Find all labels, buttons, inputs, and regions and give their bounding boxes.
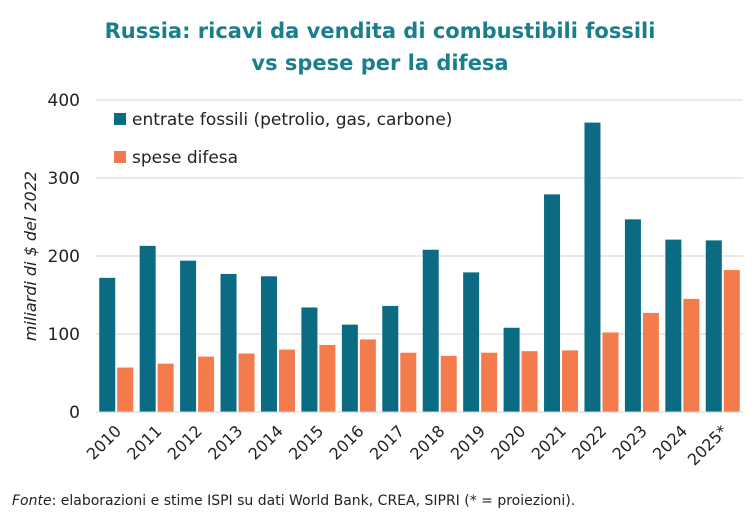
source-note: Fonte: elaborazioni e stime ISPI su dati…: [12, 493, 575, 509]
x-tick-label: 2014: [245, 421, 287, 463]
bar-entrate-fossili: [422, 249, 439, 412]
bar-spese-difesa: [278, 349, 295, 412]
source-label: Fonte: [12, 493, 52, 509]
bar-entrate-fossili: [301, 307, 318, 412]
bar-spese-difesa: [642, 312, 659, 412]
bar-entrate-fossili: [180, 260, 197, 412]
x-tick-label: 2015: [285, 421, 327, 463]
bar-entrate-fossili: [99, 277, 116, 412]
bar-entrate-fossili: [624, 219, 641, 412]
x-tick-label: 2011: [123, 421, 165, 463]
y-tick-label: 200: [48, 247, 80, 267]
y-tick-label: 400: [48, 91, 80, 111]
bar-entrate-fossili: [139, 245, 156, 412]
bar-entrate-fossili: [260, 276, 277, 412]
bar-entrate-fossili: [705, 240, 722, 412]
bar-spese-difesa: [562, 350, 579, 412]
bar-spese-difesa: [359, 339, 376, 412]
bar-spese-difesa: [440, 355, 457, 412]
bar-entrate-fossili: [503, 327, 520, 412]
bar-entrate-fossili: [544, 194, 561, 412]
bar-spese-difesa: [157, 363, 174, 412]
bar-spese-difesa: [683, 298, 700, 412]
y-tick-label: 300: [48, 169, 80, 189]
chart-title-line1: Russia: ricavi da vendita di combustibil…: [105, 19, 656, 43]
bar-spese-difesa: [198, 356, 215, 412]
x-tick-label: 2013: [204, 421, 246, 463]
x-tick-label: 2021: [528, 421, 570, 463]
legend-label: entrate fossili (petrolio, gas, carbone): [132, 110, 452, 130]
bar-entrate-fossili: [463, 272, 480, 412]
y-tick-label: 0: [69, 403, 80, 423]
bar-spese-difesa: [238, 353, 255, 412]
y-tick-label: 100: [48, 325, 80, 345]
bar-spese-difesa: [723, 270, 740, 412]
x-tick-label: 2023: [609, 421, 651, 463]
x-tick-label: 2022: [568, 421, 610, 463]
bar-entrate-fossili: [382, 305, 399, 412]
x-tick-label: 2017: [366, 421, 408, 463]
bar-spese-difesa: [481, 352, 498, 412]
legend-swatch: [114, 151, 126, 163]
bar-spese-difesa: [400, 352, 417, 412]
x-tick-label: 2020: [487, 421, 529, 463]
y-axis-label: miliardi di $ del 2022: [21, 171, 40, 341]
bar-spese-difesa: [319, 344, 336, 412]
legend-label: spese difesa: [132, 148, 238, 168]
bar-spese-difesa: [602, 332, 619, 412]
bar-entrate-fossili: [584, 122, 601, 413]
bar-entrate-fossili: [220, 273, 237, 412]
x-tick-label: 2019: [447, 421, 489, 463]
bar-entrate-fossili: [665, 239, 682, 412]
source-text: : elaborazioni e stime ISPI su dati Worl…: [52, 493, 576, 509]
x-tick-label: 2018: [406, 421, 448, 463]
bar-spese-difesa: [521, 351, 538, 412]
legend-swatch: [114, 113, 126, 125]
chart-title-line2: vs spese per la difesa: [251, 51, 508, 75]
bar-entrate-fossili: [341, 324, 358, 412]
bar-spese-difesa: [117, 367, 134, 412]
x-tick-label: 2025*: [684, 421, 732, 469]
x-tick-label: 2012: [164, 421, 206, 463]
x-tick-label: 2010: [83, 421, 125, 463]
x-tick-label: 2016: [325, 421, 367, 463]
